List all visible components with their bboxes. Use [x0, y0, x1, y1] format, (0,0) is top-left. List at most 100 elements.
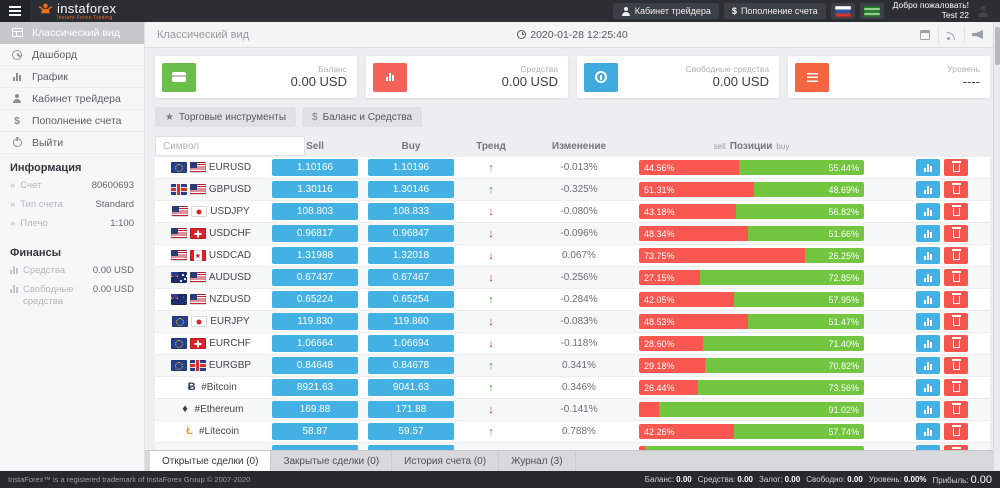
table-row[interactable]: USDCHF 0.96817 0.96847 ↓ -0.096% 48.34% 51.66%	[155, 223, 990, 245]
language-russian-button[interactable]	[830, 3, 855, 19]
sell-quote-button[interactable]: 8921.63	[272, 379, 358, 396]
announcements-button[interactable]	[964, 25, 990, 44]
trader-cabinet-button[interactable]: Кабинет трейдера	[612, 3, 719, 19]
sidebar-item-chart[interactable]: График	[0, 66, 144, 88]
buy-quote-button[interactable]: 119.860	[368, 313, 454, 330]
sell-quote-button[interactable]: 0.84648	[272, 357, 358, 374]
delete-symbol-button[interactable]	[944, 225, 968, 242]
open-chart-button[interactable]	[916, 159, 940, 176]
delete-symbol-button[interactable]	[944, 401, 968, 418]
user-avatar-icon[interactable]	[977, 5, 990, 16]
buy-quote-button[interactable]: 171.88	[368, 401, 454, 418]
sidebar-item-dashboard[interactable]: Дашборд	[0, 44, 144, 66]
tab-closed-trades[interactable]: Закрытые сделки (0)	[271, 451, 393, 471]
rss-button[interactable]	[938, 25, 964, 44]
brand-logo[interactable]: instaforex Instant Forex Trading	[38, 2, 116, 21]
table-row[interactable]: ♦ #Ethereum 169.88 171.88 ↓ -0.141% 91.02%	[155, 399, 990, 421]
delete-symbol-button[interactable]	[944, 379, 968, 396]
delete-symbol-button[interactable]	[944, 357, 968, 374]
open-chart-button[interactable]	[916, 203, 940, 220]
open-chart-button[interactable]	[916, 423, 940, 440]
sell-quote-button[interactable]: 1.10166	[272, 159, 358, 176]
calendar-button[interactable]	[912, 26, 938, 44]
deposit-button[interactable]: $ Пополнение счета	[723, 3, 826, 19]
open-chart-button[interactable]	[916, 379, 940, 396]
delete-symbol-button[interactable]	[944, 313, 968, 330]
open-chart-button[interactable]	[916, 357, 940, 374]
delete-symbol-button[interactable]	[944, 335, 968, 352]
delete-symbol-button[interactable]	[944, 445, 968, 450]
tab-account-history[interactable]: История счета (0)	[392, 451, 500, 471]
change-value: -0.013%	[560, 162, 598, 173]
table-row[interactable]: EURUSD 1.10166 1.10196 ↑ -0.013% 44.56% 55.44%	[155, 157, 990, 179]
buy-quote-button[interactable]: 1.30146	[368, 181, 454, 198]
delete-symbol-button[interactable]	[944, 269, 968, 286]
table-row[interactable]	[155, 443, 990, 450]
sell-quote-button[interactable]: 169.88	[272, 401, 358, 418]
sell-quote-button[interactable]	[272, 445, 358, 450]
buy-quote-button[interactable]: 59.57	[368, 423, 454, 440]
buy-quote-button[interactable]: 0.65254	[368, 291, 454, 308]
symbol-filter-input[interactable]	[155, 136, 305, 156]
symbol-label: AUDUSD	[208, 272, 252, 283]
open-chart-button[interactable]	[916, 247, 940, 264]
table-row[interactable]: EURJPY 119.830 119.860 ↓ -0.083% 48.53% 51.47%	[155, 311, 990, 333]
sidebar-item-trader-cabinet[interactable]: Кабинет трейдера	[0, 88, 144, 110]
sell-quote-button[interactable]: 119.830	[272, 313, 358, 330]
delete-symbol-button[interactable]	[944, 291, 968, 308]
sell-quote-button[interactable]: 1.06664	[272, 335, 358, 352]
tab-open-trades[interactable]: Открытые сделки (0)	[150, 451, 272, 471]
change-value: -0.256%	[560, 272, 598, 283]
buy-quote-button[interactable]	[368, 445, 454, 450]
delete-symbol-button[interactable]	[944, 203, 968, 220]
buy-quote-button[interactable]: 1.32018	[368, 247, 454, 264]
open-chart-button[interactable]	[916, 313, 940, 330]
delete-symbol-button[interactable]	[944, 159, 968, 176]
buy-quote-button[interactable]: 108.833	[368, 203, 454, 220]
delete-symbol-button[interactable]	[944, 423, 968, 440]
table-row[interactable]: USDCAD 1.31988 1.32018 ↓ 0.067% 73.75% 26.25%	[155, 245, 990, 267]
balance-funds-button[interactable]: $ Баланс и Средства	[302, 107, 423, 127]
table-row[interactable]: USDJPY 108.803 108.833 ↓ -0.080% 43.18% 56.82%	[155, 201, 990, 223]
table-row[interactable]: EURCHF 1.06664 1.06694 ↓ -0.118% 28.60% 71.40%	[155, 333, 990, 355]
sell-quote-button[interactable]: 0.67437	[272, 269, 358, 286]
tab-journal[interactable]: Журнал (3)	[499, 451, 576, 471]
trading-instruments-button[interactable]: ★ Торговые инструменты	[155, 107, 296, 127]
vertical-scrollbar[interactable]	[993, 22, 1000, 471]
sidebar-item-logout[interactable]: Выйти	[0, 132, 144, 154]
open-chart-button[interactable]	[916, 445, 940, 450]
table-row[interactable]: NZDUSD 0.65224 0.65254 ↑ -0.284% 42.05% 57.95%	[155, 289, 990, 311]
open-chart-button[interactable]	[916, 225, 940, 242]
delete-symbol-button[interactable]	[944, 181, 968, 198]
buy-quote-button[interactable]: 0.67467	[368, 269, 454, 286]
sell-quote-button[interactable]: 0.96817	[272, 225, 358, 242]
delete-symbol-button[interactable]	[944, 247, 968, 264]
table-row[interactable]: Ƀ #Bitcoin 8921.63 9041.63 ↑ 0.346% 26.44% 73.5…	[155, 377, 990, 399]
open-chart-button[interactable]	[916, 269, 940, 286]
open-chart-button[interactable]	[916, 291, 940, 308]
flag-us-icon	[189, 184, 206, 195]
sell-quote-button[interactable]: 1.31988	[272, 247, 358, 264]
sidebar-item-classic-view[interactable]: Классический вид	[0, 22, 144, 44]
sell-quote-button[interactable]: 0.65224	[272, 291, 358, 308]
table-row[interactable]: GBPUSD 1.30116 1.30146 ↑ -0.325% 51.31% 48.69%	[155, 179, 990, 201]
buy-quote-button[interactable]: 1.06694	[368, 335, 454, 352]
open-chart-button[interactable]	[916, 181, 940, 198]
buy-quote-button[interactable]: 0.96847	[368, 225, 454, 242]
buy-quote-button[interactable]: 0.84678	[368, 357, 454, 374]
open-chart-button[interactable]	[916, 335, 940, 352]
sell-quote-button[interactable]: 108.803	[272, 203, 358, 220]
language-green-flag-button[interactable]	[859, 3, 884, 19]
sell-quote-button[interactable]: 58.87	[272, 423, 358, 440]
buy-quote-button[interactable]: 9041.63	[368, 379, 454, 396]
sidebar-item-deposit[interactable]: $ Пополнение счета	[0, 110, 144, 132]
buy-quote-button[interactable]: 1.10196	[368, 159, 454, 176]
menu-toggle-button[interactable]	[0, 0, 30, 22]
table-row[interactable]: Ł #Litecoin 58.87 59.57 ↑ 0.788% 42.26% 57.74%	[155, 421, 990, 443]
open-chart-button[interactable]	[916, 401, 940, 418]
dollar-icon: $	[14, 114, 20, 127]
table-row[interactable]: EURGBP 0.84648 0.84678 ↑ 0.341% 29.18% 70.82%	[155, 355, 990, 377]
table-row[interactable]: AUDUSD 0.67437 0.67467 ↓ -0.256% 27.15% 72.85%	[155, 267, 990, 289]
scrollbar-thumb[interactable]	[995, 27, 1000, 65]
sell-quote-button[interactable]: 1.30116	[272, 181, 358, 198]
